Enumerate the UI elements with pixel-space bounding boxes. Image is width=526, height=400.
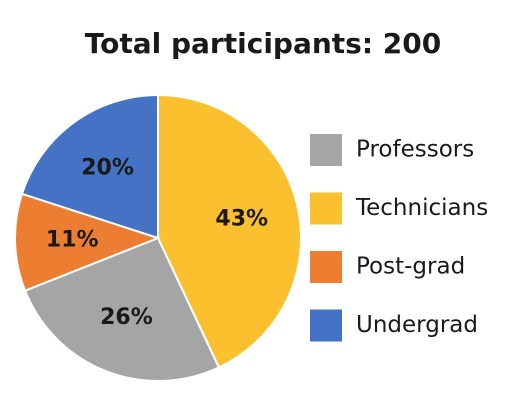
pie-slice — [157, 93, 302, 369]
data-label: 43% — [215, 206, 268, 231]
legend-swatch — [310, 251, 342, 283]
pie-slice — [20, 93, 159, 240]
pie-slice — [14, 192, 161, 292]
legend-swatch — [310, 309, 342, 342]
pie-slice — [23, 236, 221, 382]
chart-title: Total participants: 200 — [85, 27, 441, 60]
data-label: 11% — [46, 228, 99, 253]
legend-label: Undergrad — [356, 312, 478, 338]
data-label: 26% — [100, 305, 153, 330]
legend-label: Post-grad — [356, 254, 465, 280]
legend-label: Technicians — [355, 195, 488, 221]
legend-label: Professors — [356, 137, 474, 163]
legend-swatch — [310, 134, 342, 166]
data-label: 20% — [81, 156, 134, 181]
legend-swatch — [310, 192, 342, 225]
